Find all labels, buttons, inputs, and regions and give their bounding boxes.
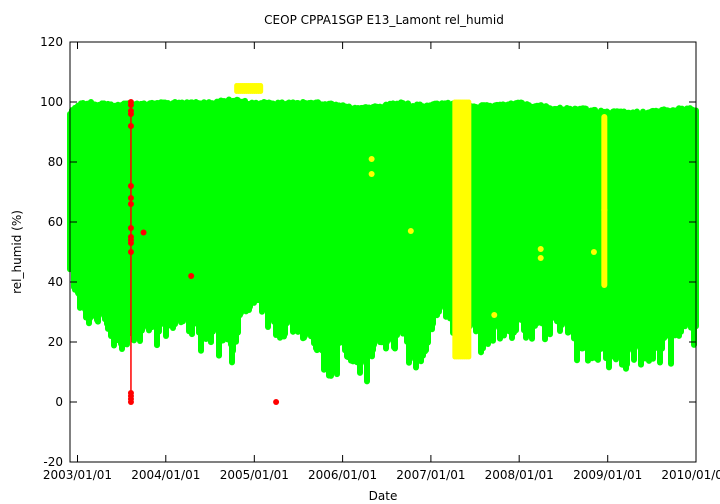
suspect-data-point <box>491 312 498 318</box>
x-tick-label: 2003/01/01 <box>43 468 112 482</box>
x-tick-label: 2009/01/01 <box>573 468 642 482</box>
bad-data-point <box>140 229 147 236</box>
bad-data-point <box>127 102 134 108</box>
bad-data-point <box>127 123 134 129</box>
y-tick-label: 100 <box>40 95 63 109</box>
x-tick-label: 2006/01/01 <box>308 468 377 482</box>
suspect-data-point <box>407 228 414 234</box>
bad-data-point <box>127 225 134 231</box>
x-tick-label: 2005/01/01 <box>220 468 289 482</box>
y-tick-label: 80 <box>48 155 63 169</box>
y-tick-label: -20 <box>43 455 63 469</box>
bad-data-point <box>127 249 134 255</box>
y-axis-label: rel_humid (%) <box>10 210 24 294</box>
bad-data-point <box>127 201 134 207</box>
axis-ticks: -20 0 20 40 60 80 100 120 2003/01/01 2004/01/01 20… <box>40 35 720 482</box>
y-tick-label: 40 <box>48 275 63 289</box>
suspect-data-point <box>368 171 375 177</box>
bad-data-point <box>273 399 280 405</box>
y-tick-label: 20 <box>48 335 63 349</box>
suspect-data-point <box>368 156 375 162</box>
bad-data-point <box>127 240 134 246</box>
suspect-data-point <box>590 249 597 255</box>
plot-area <box>67 83 699 405</box>
bad-data-point <box>127 183 134 189</box>
suspect-data-point <box>537 255 544 261</box>
bad-data-point <box>127 399 134 405</box>
chart-title: CEOP CPPA1SGP E13_Lamont rel_humid <box>264 13 504 27</box>
y-tick-label: 60 <box>48 215 63 229</box>
bad-data-point <box>127 195 134 201</box>
y-tick-label: 120 <box>40 35 63 49</box>
x-tick-label: 2007/01/01 <box>396 468 465 482</box>
x-tick-label: 2008/01/01 <box>485 468 554 482</box>
x-axis-label: Date <box>369 489 398 503</box>
x-tick-label: 2010/01/01 <box>661 468 720 482</box>
x-tick-label: 2004/01/01 <box>131 468 200 482</box>
y-tick-label: 0 <box>55 395 63 409</box>
suspect-data-point <box>601 207 608 213</box>
bad-data-point <box>188 273 195 279</box>
suspect-data-point <box>537 246 544 252</box>
bad-data-point <box>127 111 134 117</box>
plot-frame <box>69 41 697 463</box>
